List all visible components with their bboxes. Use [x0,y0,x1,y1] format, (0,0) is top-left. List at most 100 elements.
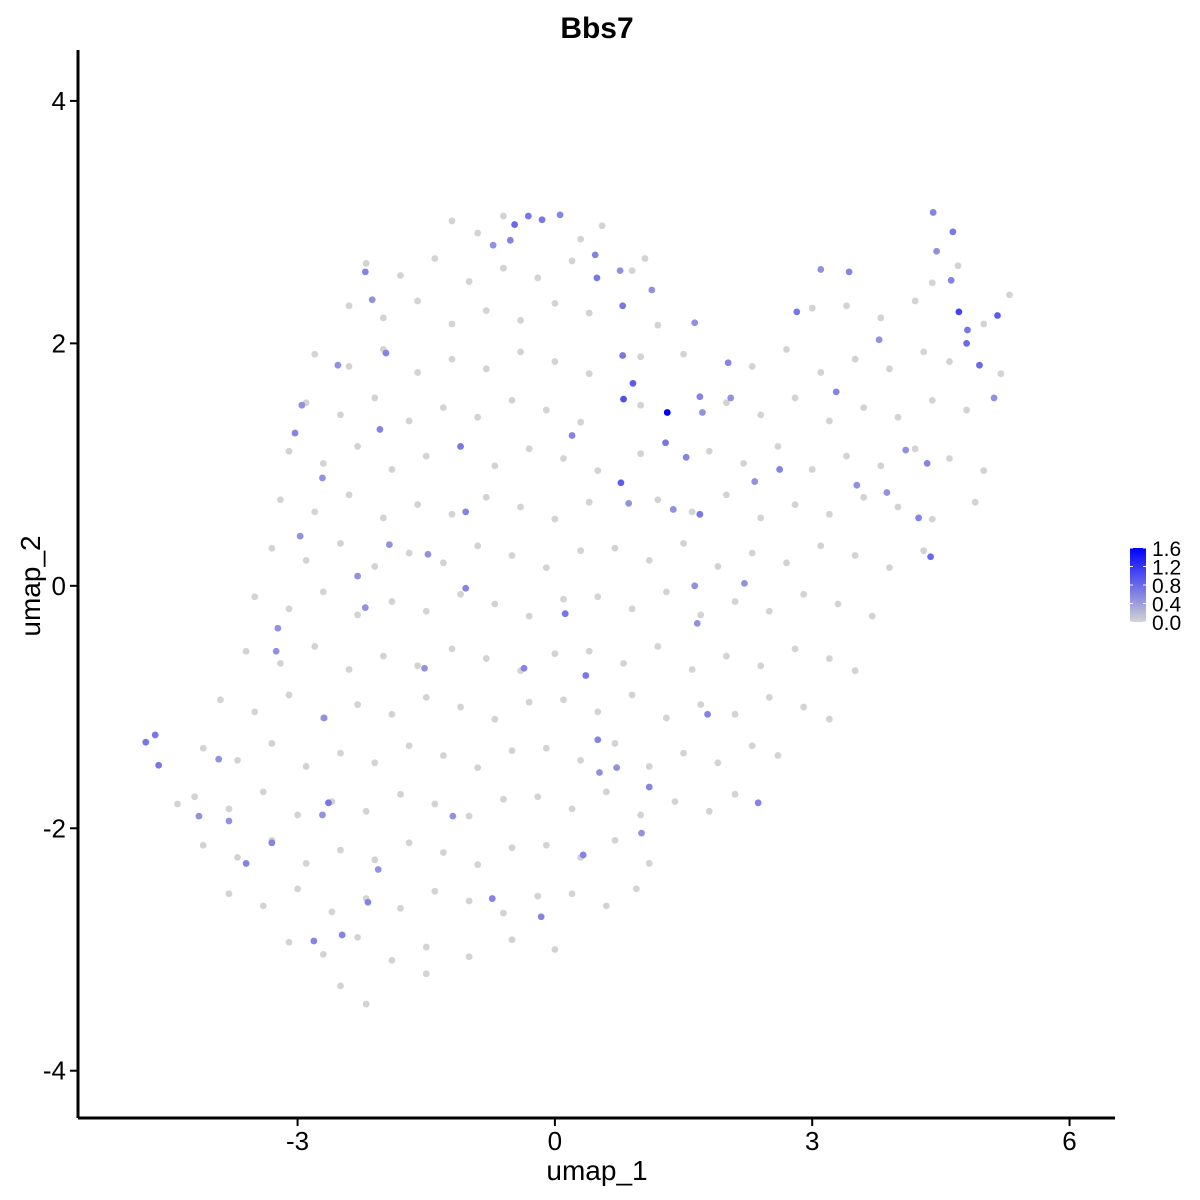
point [654,321,662,329]
point [520,664,528,672]
point [354,443,362,450]
point [272,647,280,655]
point [825,417,833,425]
point [560,696,567,704]
point [525,445,533,453]
point [319,811,326,819]
point [225,817,233,825]
point [955,308,963,316]
point [511,221,518,228]
colorbar-tick-label: 0.0 [1152,612,1181,635]
point [714,563,722,570]
point [817,369,825,376]
point [422,607,430,615]
point [976,361,983,369]
point [354,701,362,709]
point [748,742,756,750]
point [663,588,670,596]
point [997,370,1005,378]
point [1006,291,1013,299]
point [354,572,362,580]
point [894,503,902,511]
chart-title: Bbs7 [560,12,633,45]
point [506,236,514,244]
point [474,764,482,772]
point [285,691,293,699]
point [886,365,893,373]
point [628,267,636,275]
point [448,217,456,225]
point [602,788,610,796]
point [382,349,390,357]
point [560,455,567,462]
point [774,443,782,450]
point [793,308,801,316]
point [488,895,496,902]
point [319,950,327,958]
point [195,812,203,820]
point [619,302,627,310]
point [853,481,861,489]
point [628,605,636,613]
point [765,693,773,701]
point [731,598,739,605]
point [302,860,310,867]
point [422,693,430,701]
point [474,861,482,869]
point [579,851,587,859]
point [542,841,550,849]
point [465,278,473,285]
x-tick-label: 0 [548,1126,562,1156]
point [291,429,299,437]
x-tick-label: 3 [805,1126,819,1156]
point [946,358,953,365]
point [680,350,687,358]
point [151,731,159,739]
point [388,598,396,605]
point [259,902,267,910]
point [637,401,645,409]
point [508,844,516,852]
point [524,212,532,220]
point [285,447,293,455]
point [491,462,499,470]
point [757,411,765,419]
point [337,846,344,854]
point [561,610,569,618]
point [517,316,524,324]
point [294,811,301,819]
point [705,807,713,815]
point [843,302,850,310]
point [696,393,704,401]
point [705,447,713,455]
point [704,710,711,718]
point [628,691,636,699]
point [361,268,369,276]
point [851,552,859,559]
y-tick-label: -4 [43,1056,66,1086]
y-tick-label: 4 [52,86,66,116]
point [489,241,497,249]
point [328,908,336,916]
point [431,255,439,262]
point [582,672,590,679]
point [645,783,653,791]
point [851,355,859,363]
point [556,211,564,219]
point [585,647,593,655]
point [482,493,490,501]
point [783,346,790,353]
point [142,738,150,746]
point [449,812,457,820]
point [731,710,739,718]
point [414,369,422,376]
point [920,547,928,555]
point [994,312,1001,319]
point [500,212,507,220]
x-axis-title: umap_1 [546,1155,647,1186]
point [422,452,430,460]
point [723,399,730,407]
point [277,496,284,504]
point [337,982,344,990]
x-tick-label: -3 [286,1126,309,1156]
